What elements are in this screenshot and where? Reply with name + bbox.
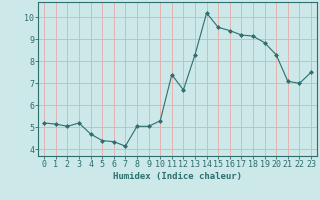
X-axis label: Humidex (Indice chaleur): Humidex (Indice chaleur) <box>113 172 242 181</box>
